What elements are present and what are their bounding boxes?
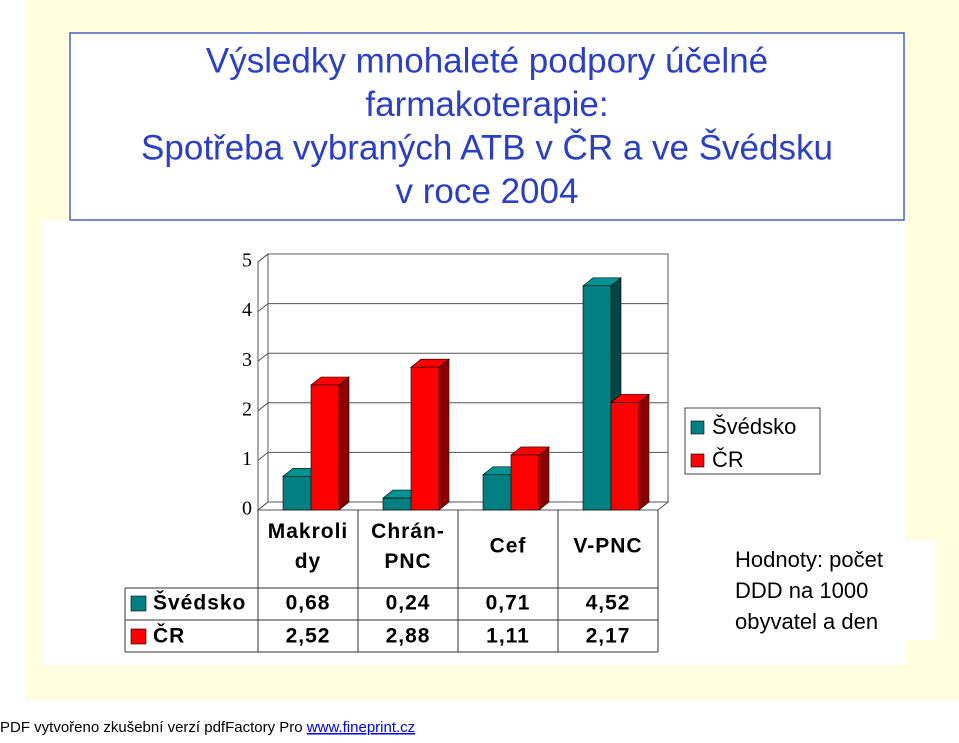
legend-label: Švédsko [712, 414, 796, 439]
bar-side [638, 393, 650, 511]
legend-swatch [130, 628, 147, 645]
y-tick-label: 3 [242, 349, 252, 371]
y-tick-label: 2 [242, 398, 252, 420]
bar [582, 285, 612, 511]
legend-swatch [690, 420, 705, 435]
grid-line [257, 352, 668, 362]
value-label: 2,52 [286, 625, 331, 648]
category-label: V-PNC [573, 535, 642, 558]
bar [282, 475, 312, 511]
y-tick-label: 0 [242, 498, 252, 520]
note: DDD na 1000 [735, 578, 868, 603]
legend-label: ČR [712, 447, 744, 472]
table-grid [124, 510, 659, 653]
grid-line [257, 303, 668, 312]
bar [310, 384, 340, 511]
bar [482, 474, 512, 511]
bar [510, 454, 540, 511]
bar [382, 497, 412, 511]
category-label: Cef [490, 535, 527, 558]
legend-swatch [130, 595, 147, 612]
note: obyvatel a den [735, 609, 878, 634]
bar-side [438, 358, 450, 511]
chart-title: Výsledky mnohaleté podpory účelné [206, 41, 768, 80]
row-label: Švédsko [153, 591, 246, 615]
category-label: Chrán-PNC [371, 520, 445, 573]
y-tick-label: 4 [242, 299, 252, 321]
y-tick-label: 5 [242, 250, 252, 272]
value-label: 0,68 [286, 592, 331, 615]
value-label: 2,88 [386, 625, 431, 648]
value-label: 4,52 [586, 592, 631, 615]
footer-text: PDF vytvořeno zkušební verzí pdfFactory … [0, 719, 303, 736]
note: Hodnoty: počet [735, 547, 883, 572]
bar-side [338, 376, 350, 511]
value-label: 0,24 [386, 592, 431, 615]
bar-side [538, 446, 550, 511]
legend-swatch [690, 453, 705, 468]
title-box [69, 32, 905, 221]
grid-line [257, 253, 668, 263]
note-box [727, 540, 935, 640]
row-label: ČR [153, 624, 185, 648]
chart-title: v roce 2004 [396, 172, 579, 211]
grid-line [257, 402, 668, 412]
category-label: Makroli dy [268, 520, 349, 573]
value-label: 1,11 [486, 625, 530, 648]
bar [410, 366, 440, 511]
bar [610, 402, 640, 511]
footer-link[interactable]: www.fineprint.cz [306, 719, 415, 736]
chart-title: Spotřeba vybraných ATB v ČR a ve Švédsku [141, 128, 833, 167]
value-label: 0,71 [486, 592, 531, 615]
value-label: 2,17 [586, 625, 631, 648]
footer-text: PDF vytvořeno zkušební verzí pdfFactory … [0, 719, 415, 736]
y-tick-label: 1 [242, 448, 252, 470]
chart-title: farmakoterapie: [365, 85, 608, 124]
legend-box [684, 407, 821, 475]
